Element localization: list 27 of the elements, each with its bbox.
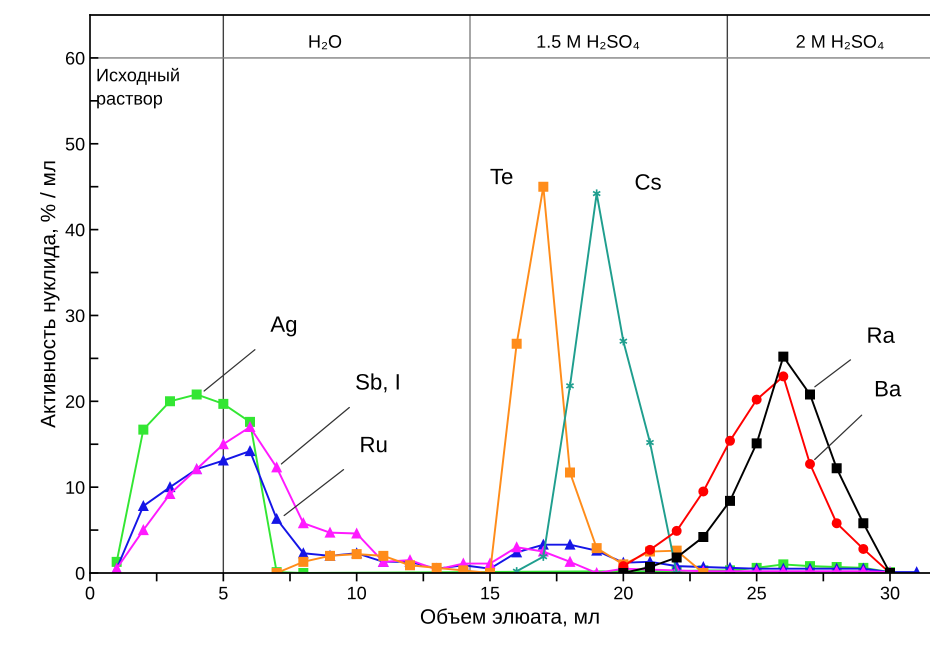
y-tick-label: 20 [66, 395, 84, 408]
annotation: Sb, I [356, 373, 399, 392]
x-tick-label: 15 [481, 586, 500, 600]
annotation: 2 M H₂SO₄ [796, 35, 884, 50]
annotation: Ag [270, 316, 296, 336]
annotation: H₂O [309, 35, 342, 50]
x-axis-title: Объем элюата, мл [420, 608, 599, 626]
x-tick-label: 5 [219, 586, 228, 600]
annotation: Cs [636, 174, 661, 190]
x-tick-label: 25 [748, 586, 766, 600]
annotation: Исходный раствор [97, 68, 179, 108]
y-tick-label: 50 [66, 138, 84, 150]
annotation: Te [490, 168, 512, 184]
annotation: Ru [361, 436, 386, 452]
x-tick-label: 30 [880, 586, 900, 600]
annotation: Ra [868, 328, 895, 344]
y-tick-label: 0 [76, 566, 84, 580]
y-tick-label: 10 [66, 481, 84, 494]
x-tick-label: 0 [86, 586, 94, 600]
y-tick-label: 60 [66, 52, 84, 65]
y-tick-label: 30 [66, 309, 84, 322]
x-tick-label: 20 [614, 586, 633, 600]
y-tick-label: 40 [65, 224, 84, 236]
y-axis-title: Активность нуклида, % / мл [40, 161, 60, 428]
annotation: Ba [876, 381, 902, 397]
annotation: 1.5 M H₂SO₄ [538, 35, 640, 50]
x-tick-label: 10 [348, 586, 366, 600]
